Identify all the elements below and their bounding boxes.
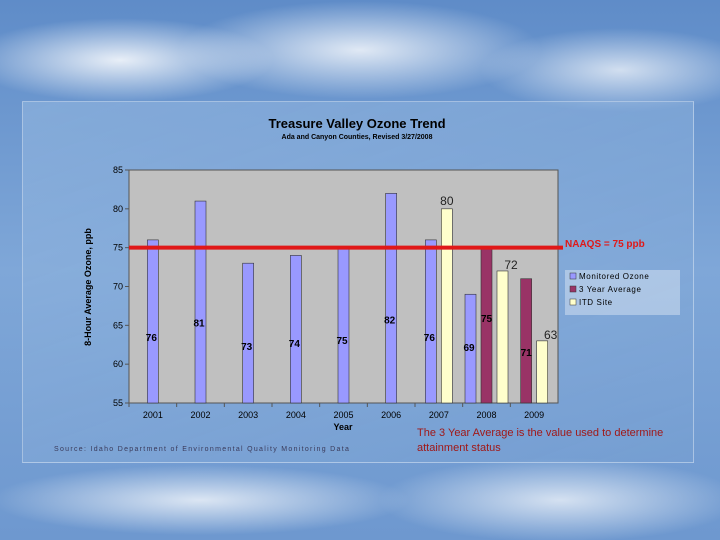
bar-itd-site — [441, 208, 453, 404]
x-tick-label: 2008 — [476, 410, 496, 420]
x-tick-label: 2007 — [429, 410, 449, 420]
bar-value-label: 76 — [424, 333, 436, 344]
y-tick-label: 65 — [113, 320, 123, 330]
bar-3-year-average — [520, 278, 532, 404]
bar-monitored-ozone — [194, 200, 207, 404]
bar-value-label: 69 — [463, 343, 475, 354]
legend-entry: Monitored Ozone — [579, 272, 649, 281]
bar-value-label: 76 — [146, 333, 158, 344]
y-tick-label: 85 — [113, 165, 123, 175]
bar-value-label: 63 — [544, 328, 558, 342]
footnote-line-1: The 3 Year Average is the value used to … — [417, 427, 663, 439]
y-tick-label: 70 — [113, 282, 123, 292]
bar-itd-site — [496, 270, 509, 404]
bar-3-year-average — [480, 247, 493, 404]
y-tick-label: 80 — [113, 204, 123, 214]
legend-swatch — [569, 285, 577, 293]
bar-value-label: 75 — [336, 336, 348, 347]
bar-value-label: 75 — [481, 314, 493, 325]
x-axis-label: Year — [333, 422, 353, 432]
bar-value-label: 80 — [440, 194, 454, 208]
chart-subtitle: Ada and Canyon Counties, Revised 3/27/20… — [282, 134, 433, 141]
bar-monitored-ozone — [425, 239, 437, 404]
bar-value-label: 72 — [504, 258, 518, 272]
x-tick-label: 2003 — [238, 410, 258, 420]
y-tick-label: 75 — [113, 243, 123, 253]
x-tick-label: 2004 — [286, 410, 306, 420]
naaqs-label: NAAQS = 75 ppb — [565, 239, 645, 250]
bar-monitored-ozone — [385, 193, 397, 404]
bar-monitored-ozone — [464, 293, 477, 404]
chart-title: Treasure Valley Ozone Trend — [268, 116, 445, 131]
bar-itd-site — [536, 340, 548, 404]
source-note: Source: Idaho Department of Environmenta… — [54, 446, 350, 453]
legend-box — [565, 270, 680, 315]
bar-value-label: 81 — [193, 318, 205, 329]
x-tick-label: 2002 — [190, 410, 210, 420]
bar-value-label: 82 — [384, 315, 396, 326]
x-tick-label: 2006 — [381, 410, 401, 420]
footnote-line-2: attainment status — [417, 442, 501, 454]
bar-monitored-ozone — [337, 247, 350, 404]
legend-swatch — [569, 272, 577, 280]
y-tick-label: 55 — [113, 398, 123, 408]
bar-value-label: 73 — [241, 342, 253, 353]
legend-entry: ITD Site — [579, 298, 613, 307]
legend-entry: 3 Year Average — [579, 285, 642, 294]
legend: Monitored Ozone 3 Year Average ITD Site — [565, 270, 680, 315]
bar-monitored-ozone — [242, 262, 254, 404]
legend-swatch — [569, 298, 577, 306]
bar-monitored-ozone — [290, 255, 302, 404]
bar-monitored-ozone — [147, 239, 159, 404]
bar-value-label: 71 — [521, 348, 533, 359]
x-tick-label: 2009 — [524, 410, 544, 420]
x-tick-label: 2005 — [333, 410, 353, 420]
x-tick-label: 2001 — [143, 410, 163, 420]
y-tick-label: 60 — [113, 359, 123, 369]
bar-value-label: 74 — [289, 339, 301, 350]
y-axis-label: 8-Hour Average Ozone, ppb — [83, 228, 93, 346]
